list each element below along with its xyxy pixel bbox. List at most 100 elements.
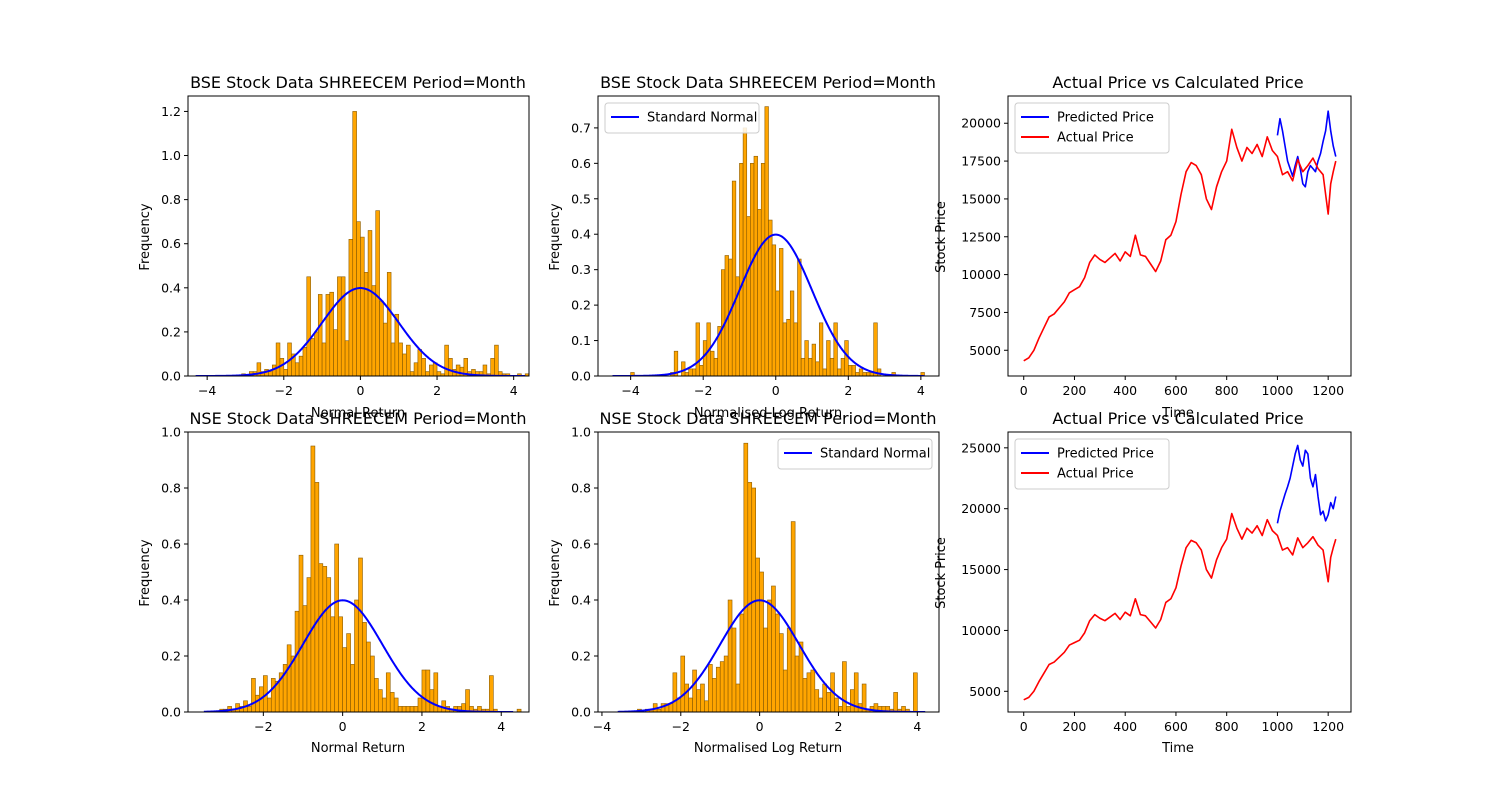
histogram-bar	[834, 697, 839, 712]
y-tick-label: 12500	[961, 229, 1001, 244]
histogram-bar	[814, 689, 820, 712]
histogram-bar	[712, 678, 717, 712]
histogram-bar	[314, 331, 319, 376]
legend-box	[1014, 438, 1170, 490]
y-tick-label: 0.0	[571, 705, 591, 720]
histogram-bar	[409, 371, 415, 376]
histogram-bar	[739, 613, 745, 712]
histogram-bar	[417, 697, 423, 712]
histogram-bar	[793, 322, 798, 376]
y-tick-label: 1.2	[161, 104, 181, 119]
legend: Predicted Price Actual Price	[1014, 438, 1170, 490]
histogram-bar	[753, 155, 758, 376]
y-tick-label: 0.8	[571, 481, 591, 496]
histogram-bar	[425, 371, 430, 376]
histogram-bar	[302, 605, 308, 712]
histogram-bar	[818, 697, 824, 712]
histogram-bar	[397, 706, 403, 712]
subplot-title: BSE Stock Data SHREECEM Period=Month	[600, 73, 936, 92]
y-tick-label: 0.0	[161, 705, 181, 720]
histogram-bar	[298, 355, 304, 376]
legend-label: Standard Normal	[647, 111, 757, 126]
histogram-bar	[386, 272, 392, 376]
histogram-bar	[421, 669, 427, 712]
histogram-bar	[326, 577, 332, 712]
histogram-bar	[815, 361, 820, 376]
histogram-bar	[855, 372, 860, 376]
y-tick-label: 0.1	[571, 333, 591, 348]
histogram-bar	[760, 163, 766, 376]
histogram-bar	[750, 163, 755, 376]
axes-frame	[597, 95, 940, 377]
y-tick-label: 0.6	[161, 236, 181, 251]
histogram-bar	[838, 706, 843, 712]
histogram-bar	[866, 372, 871, 376]
y-tick-label: 0.0	[161, 369, 181, 384]
histogram-bar	[794, 655, 800, 712]
histogram-bar	[837, 368, 842, 376]
histogram-bar	[858, 368, 864, 376]
plot-area	[195, 111, 529, 376]
histogram-bar	[298, 554, 304, 712]
y-tick-label: 0.2	[161, 324, 181, 339]
histogram-bar	[342, 647, 347, 712]
y-tick-label: 25000	[961, 440, 1001, 455]
histogram-bar	[692, 368, 697, 376]
histogram-bar	[398, 342, 403, 376]
histogram-bar	[826, 340, 831, 376]
plot-area	[1023, 110, 1337, 362]
histogram-bar	[771, 244, 777, 376]
y-tick-label: 0.6	[571, 156, 591, 171]
legend-label: Actual Price	[1057, 131, 1134, 146]
histogram-bar	[715, 666, 721, 712]
x-tick-label: 4	[917, 383, 925, 398]
histogram-bar	[873, 322, 878, 376]
histogram-bar	[746, 216, 751, 376]
histogram-bar	[696, 689, 701, 712]
histogram-bar	[842, 661, 847, 712]
histogram-bar	[723, 655, 729, 712]
x-tick-label: 2	[834, 719, 842, 734]
histogram-bar	[673, 350, 679, 376]
histogram-bar	[782, 669, 788, 712]
actual-price-line	[1023, 128, 1337, 362]
histogram-bar	[829, 357, 835, 376]
histogram-bar	[742, 127, 748, 376]
histogram-bar	[344, 340, 350, 376]
histogram-bar	[310, 445, 316, 712]
subplot-nse-price: Actual Price vs Calculated Price Time St…	[934, 409, 1352, 756]
histogram-bar	[811, 343, 816, 376]
y-tick-label: 1.0	[571, 425, 591, 440]
histogram-bar	[822, 683, 827, 712]
x-tick-label: 800	[1215, 383, 1239, 398]
axes-frame	[187, 431, 530, 713]
histogram-bar	[255, 694, 260, 712]
histogram-bar	[286, 644, 292, 712]
x-tick-label: 0	[1020, 383, 1028, 398]
x-tick-label: 0	[356, 383, 364, 398]
histogram-bar	[790, 521, 796, 712]
histogram-bar	[710, 350, 715, 376]
y-tick-label: 15000	[961, 191, 1001, 206]
histogram-bar	[366, 641, 371, 712]
histogram-bar	[681, 361, 686, 376]
histogram-bar	[704, 700, 709, 712]
x-tick-label: 2	[418, 719, 426, 734]
histogram-bar	[283, 369, 288, 376]
subplot-title: Actual Price vs Calculated Price	[1052, 73, 1303, 92]
x-tick-label: 400	[1113, 719, 1137, 734]
standard-normal-curve	[203, 599, 514, 712]
histogram-bar	[329, 291, 334, 376]
y-axis-label: Stock Price	[934, 537, 949, 609]
histogram-bar	[413, 362, 419, 376]
histogram-bar	[851, 365, 856, 376]
histogram-bar	[448, 358, 453, 376]
x-tick-label: 1200	[1312, 719, 1344, 734]
histogram-bar	[708, 664, 713, 712]
subplot-title: NSE Stock Data SHREECEM Period=Month	[599, 409, 936, 428]
histogram-bar	[383, 322, 388, 376]
histogram-bar	[735, 683, 741, 712]
histogram-bar	[672, 672, 678, 712]
x-tick-label: 600	[1164, 719, 1188, 734]
histogram-bar	[330, 616, 336, 712]
